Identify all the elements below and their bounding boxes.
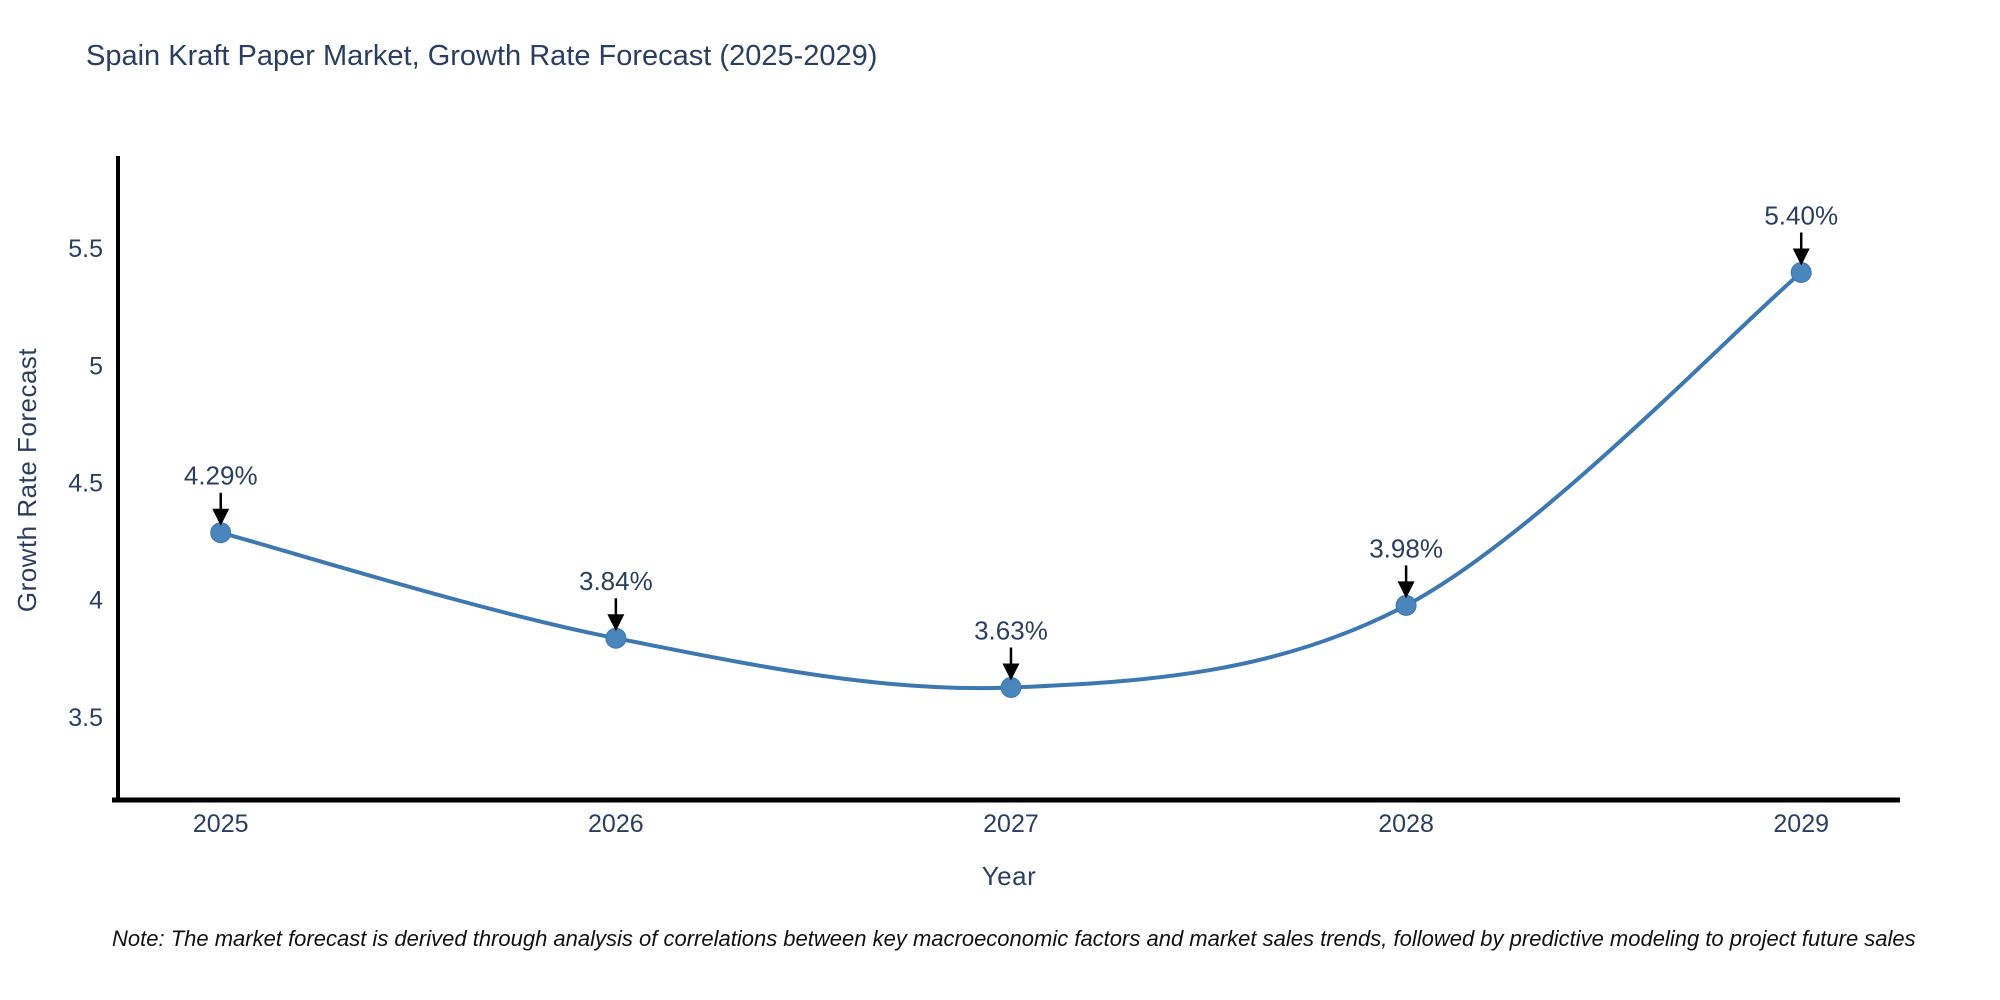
y-tick-label-3.5: 3.5: [68, 704, 103, 732]
x-tick-label-2027: 2027: [983, 810, 1039, 838]
annotation-arrow-head: [607, 614, 625, 632]
x-tick-label-2028: 2028: [1378, 810, 1434, 838]
annotation-arrow-head: [1792, 248, 1810, 266]
y-tick-label-4.5: 4.5: [68, 470, 103, 498]
footnote: Note: The market forecast is derived thr…: [112, 926, 1916, 951]
point-value-label-2029: 5.40%: [1764, 201, 1838, 231]
annotations-group: 4.29% 3.84% 3.63% 3.98% 5.40%: [184, 201, 1838, 681]
annotation-arrow-head: [1002, 663, 1020, 681]
data-point-2026[interactable]: [605, 627, 627, 649]
annotation-arrow-head: [212, 508, 230, 526]
point-value-label-2025: 4.29%: [184, 461, 258, 491]
y-tick-label-5.5: 5.5: [68, 235, 103, 263]
data-point-2027[interactable]: [1000, 677, 1022, 698]
x-tick-label-2025: 2025: [193, 810, 249, 838]
x-axis-title: Year: [982, 861, 1037, 891]
point-value-label-2027: 3.63%: [974, 615, 1048, 645]
point-value-label-2026: 3.84%: [579, 566, 653, 596]
data-point-2025[interactable]: [210, 522, 232, 544]
y-axis-title: Growth Rate Forecast: [12, 348, 42, 613]
x-tick-label-2026: 2026: [588, 810, 644, 838]
y-tick-label-4: 4: [89, 587, 103, 615]
x-tick-label-2029: 2029: [1773, 810, 1829, 838]
y-tick-label-5: 5: [89, 352, 103, 380]
chart-title: Spain Kraft Paper Market, Growth Rate Fo…: [86, 40, 878, 72]
annotation-arrow-head: [1397, 581, 1415, 599]
data-point-2029[interactable]: [1790, 262, 1812, 283]
ticks-group: 3.5 4 4.5 5 5.5 2025 2026 2027 2028 2029: [68, 235, 1829, 838]
point-value-label-2028: 3.98%: [1369, 533, 1443, 563]
